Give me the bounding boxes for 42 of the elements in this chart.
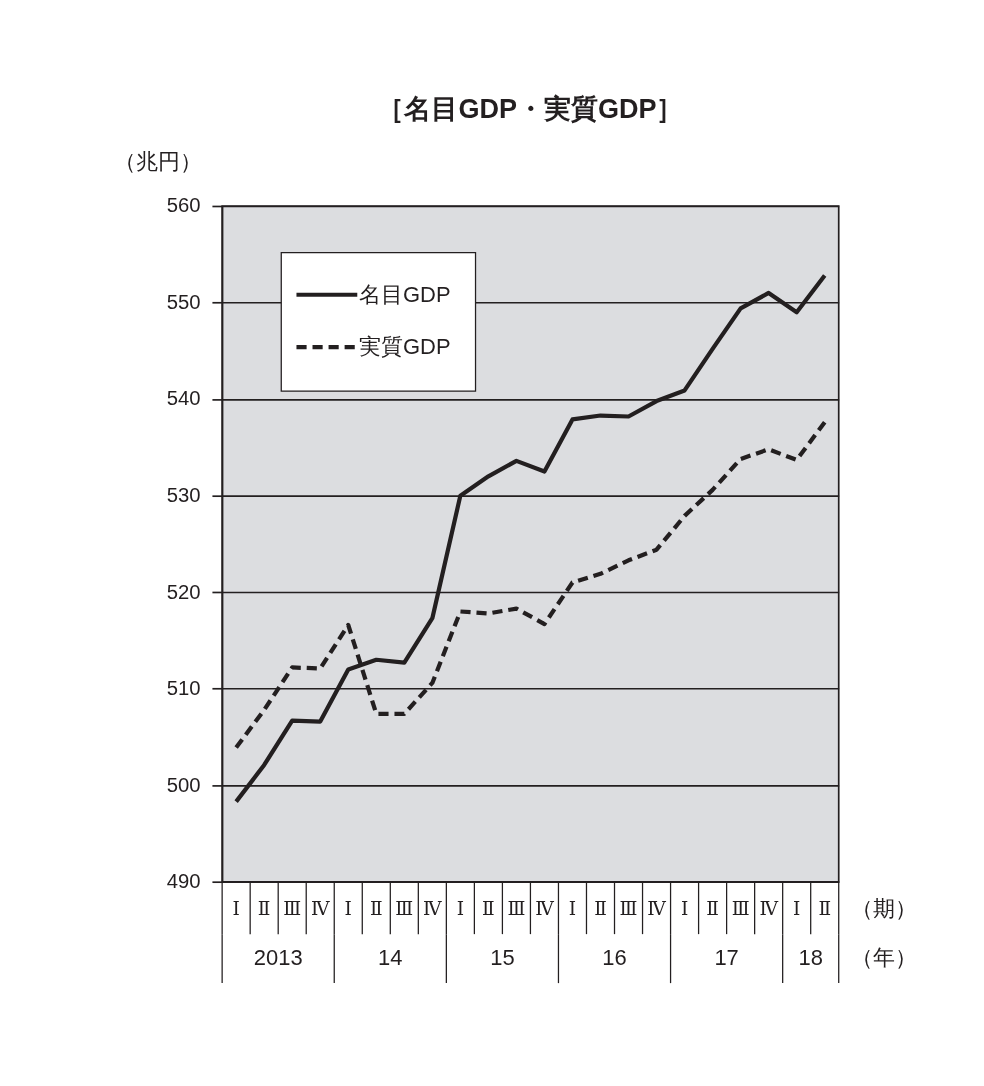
x-tick-label: Ⅳ <box>647 897 667 919</box>
y-tick-label: 550 <box>166 290 201 313</box>
chart-title: ［名目GDP・実質GDP］ <box>377 94 684 125</box>
x-tick-label: Ⅱ <box>257 897 271 919</box>
x-tick-label: Ⅰ <box>232 897 240 919</box>
y-tick-label: 560 <box>166 194 201 217</box>
x-tick-label: Ⅰ <box>568 897 577 919</box>
x-tick-label: Ⅳ <box>759 897 779 919</box>
x-tick-label: Ⅲ <box>283 897 302 919</box>
text: 18 <box>798 944 823 970</box>
text: （年） <box>850 944 917 970</box>
x-tick-label: Ⅳ <box>535 897 555 919</box>
x-tick-label: Ⅱ <box>818 897 832 919</box>
y-tick-label: 520 <box>166 580 201 603</box>
x-tick-label: Ⅰ <box>344 897 352 919</box>
x-axis-title: （期） <box>850 895 917 921</box>
legend-label: 実質GDP <box>358 333 451 359</box>
y-tick-label: 540 <box>166 387 201 410</box>
x-tick-label: Ⅱ <box>706 897 719 919</box>
x-tick-label: Ⅲ <box>619 897 638 919</box>
text: 15 <box>490 944 515 970</box>
text: 14 <box>378 944 403 970</box>
x-tick-label: Ⅲ <box>395 897 414 919</box>
y-tick-label: 500 <box>166 773 201 796</box>
y-axis-title: （兆円） <box>114 148 203 174</box>
text: 16 <box>602 944 627 970</box>
x-tick-label: Ⅲ <box>507 897 526 919</box>
x-tick-label: Ⅲ <box>731 897 750 919</box>
x-tick-label: Ⅰ <box>456 897 465 919</box>
x-tick-label: Ⅳ <box>423 897 443 919</box>
text: 2013 <box>253 944 303 970</box>
x-tick-label: Ⅱ <box>482 897 495 919</box>
x-tick-label: Ⅰ <box>680 897 689 919</box>
y-tick-label: 490 <box>166 870 201 893</box>
x-tick-label: Ⅱ <box>369 897 383 919</box>
y-tick-label: 530 <box>166 483 201 506</box>
legend-label: 名目GDP <box>358 281 451 307</box>
x-tick-label: Ⅳ <box>310 897 330 919</box>
text: 17 <box>714 944 739 970</box>
x-tick-label: Ⅰ <box>793 897 801 919</box>
y-tick-label: 510 <box>166 677 201 700</box>
x-tick-label: Ⅱ <box>594 897 607 919</box>
